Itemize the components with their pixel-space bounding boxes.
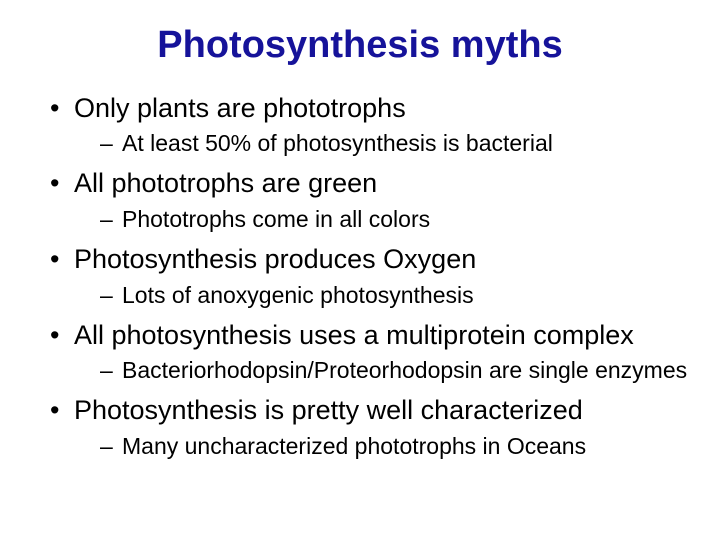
list-item-text: All photosynthesis uses a multiprotein c… bbox=[74, 320, 634, 350]
list-item: All phototrophs are green Phototrophs co… bbox=[50, 167, 690, 235]
sub-list-item-text: Lots of anoxygenic photosynthesis bbox=[122, 282, 474, 308]
sub-list-item-text: Bacteriorhodopsin/Proteorhodopsin are si… bbox=[122, 357, 687, 383]
sub-list-item: Many uncharacterized phototrophs in Ocea… bbox=[100, 432, 690, 462]
slide-title: Photosynthesis myths bbox=[30, 24, 690, 68]
sub-list-item: Lots of anoxygenic photosynthesis bbox=[100, 281, 690, 311]
list-item-text: Photosynthesis is pretty well characteri… bbox=[74, 395, 583, 425]
sub-list-item-text: Phototrophs come in all colors bbox=[122, 206, 430, 232]
sub-list: Phototrophs come in all colors bbox=[74, 205, 690, 235]
sub-list-item-text: At least 50% of photosynthesis is bacter… bbox=[122, 130, 553, 156]
list-item-text: Only plants are phototrophs bbox=[74, 93, 406, 123]
sub-list-item: Phototrophs come in all colors bbox=[100, 205, 690, 235]
list-item-text: Photosynthesis produces Oxygen bbox=[74, 244, 476, 274]
list-item: Only plants are phototrophs At least 50%… bbox=[50, 92, 690, 160]
bullet-list: Only plants are phototrophs At least 50%… bbox=[30, 92, 690, 462]
list-item: Photosynthesis is pretty well characteri… bbox=[50, 394, 690, 462]
sub-list-item: At least 50% of photosynthesis is bacter… bbox=[100, 129, 690, 159]
list-item-text: All phototrophs are green bbox=[74, 168, 377, 198]
sub-list: Lots of anoxygenic photosynthesis bbox=[74, 281, 690, 311]
slide: Photosynthesis myths Only plants are pho… bbox=[0, 0, 720, 540]
sub-list: Bacteriorhodopsin/Proteorhodopsin are si… bbox=[74, 356, 690, 386]
list-item: Photosynthesis produces Oxygen Lots of a… bbox=[50, 243, 690, 311]
sub-list: Many uncharacterized phototrophs in Ocea… bbox=[74, 432, 690, 462]
list-item: All photosynthesis uses a multiprotein c… bbox=[50, 319, 690, 387]
sub-list: At least 50% of photosynthesis is bacter… bbox=[74, 129, 690, 159]
sub-list-item-text: Many uncharacterized phototrophs in Ocea… bbox=[122, 433, 586, 459]
sub-list-item: Bacteriorhodopsin/Proteorhodopsin are si… bbox=[100, 356, 690, 386]
